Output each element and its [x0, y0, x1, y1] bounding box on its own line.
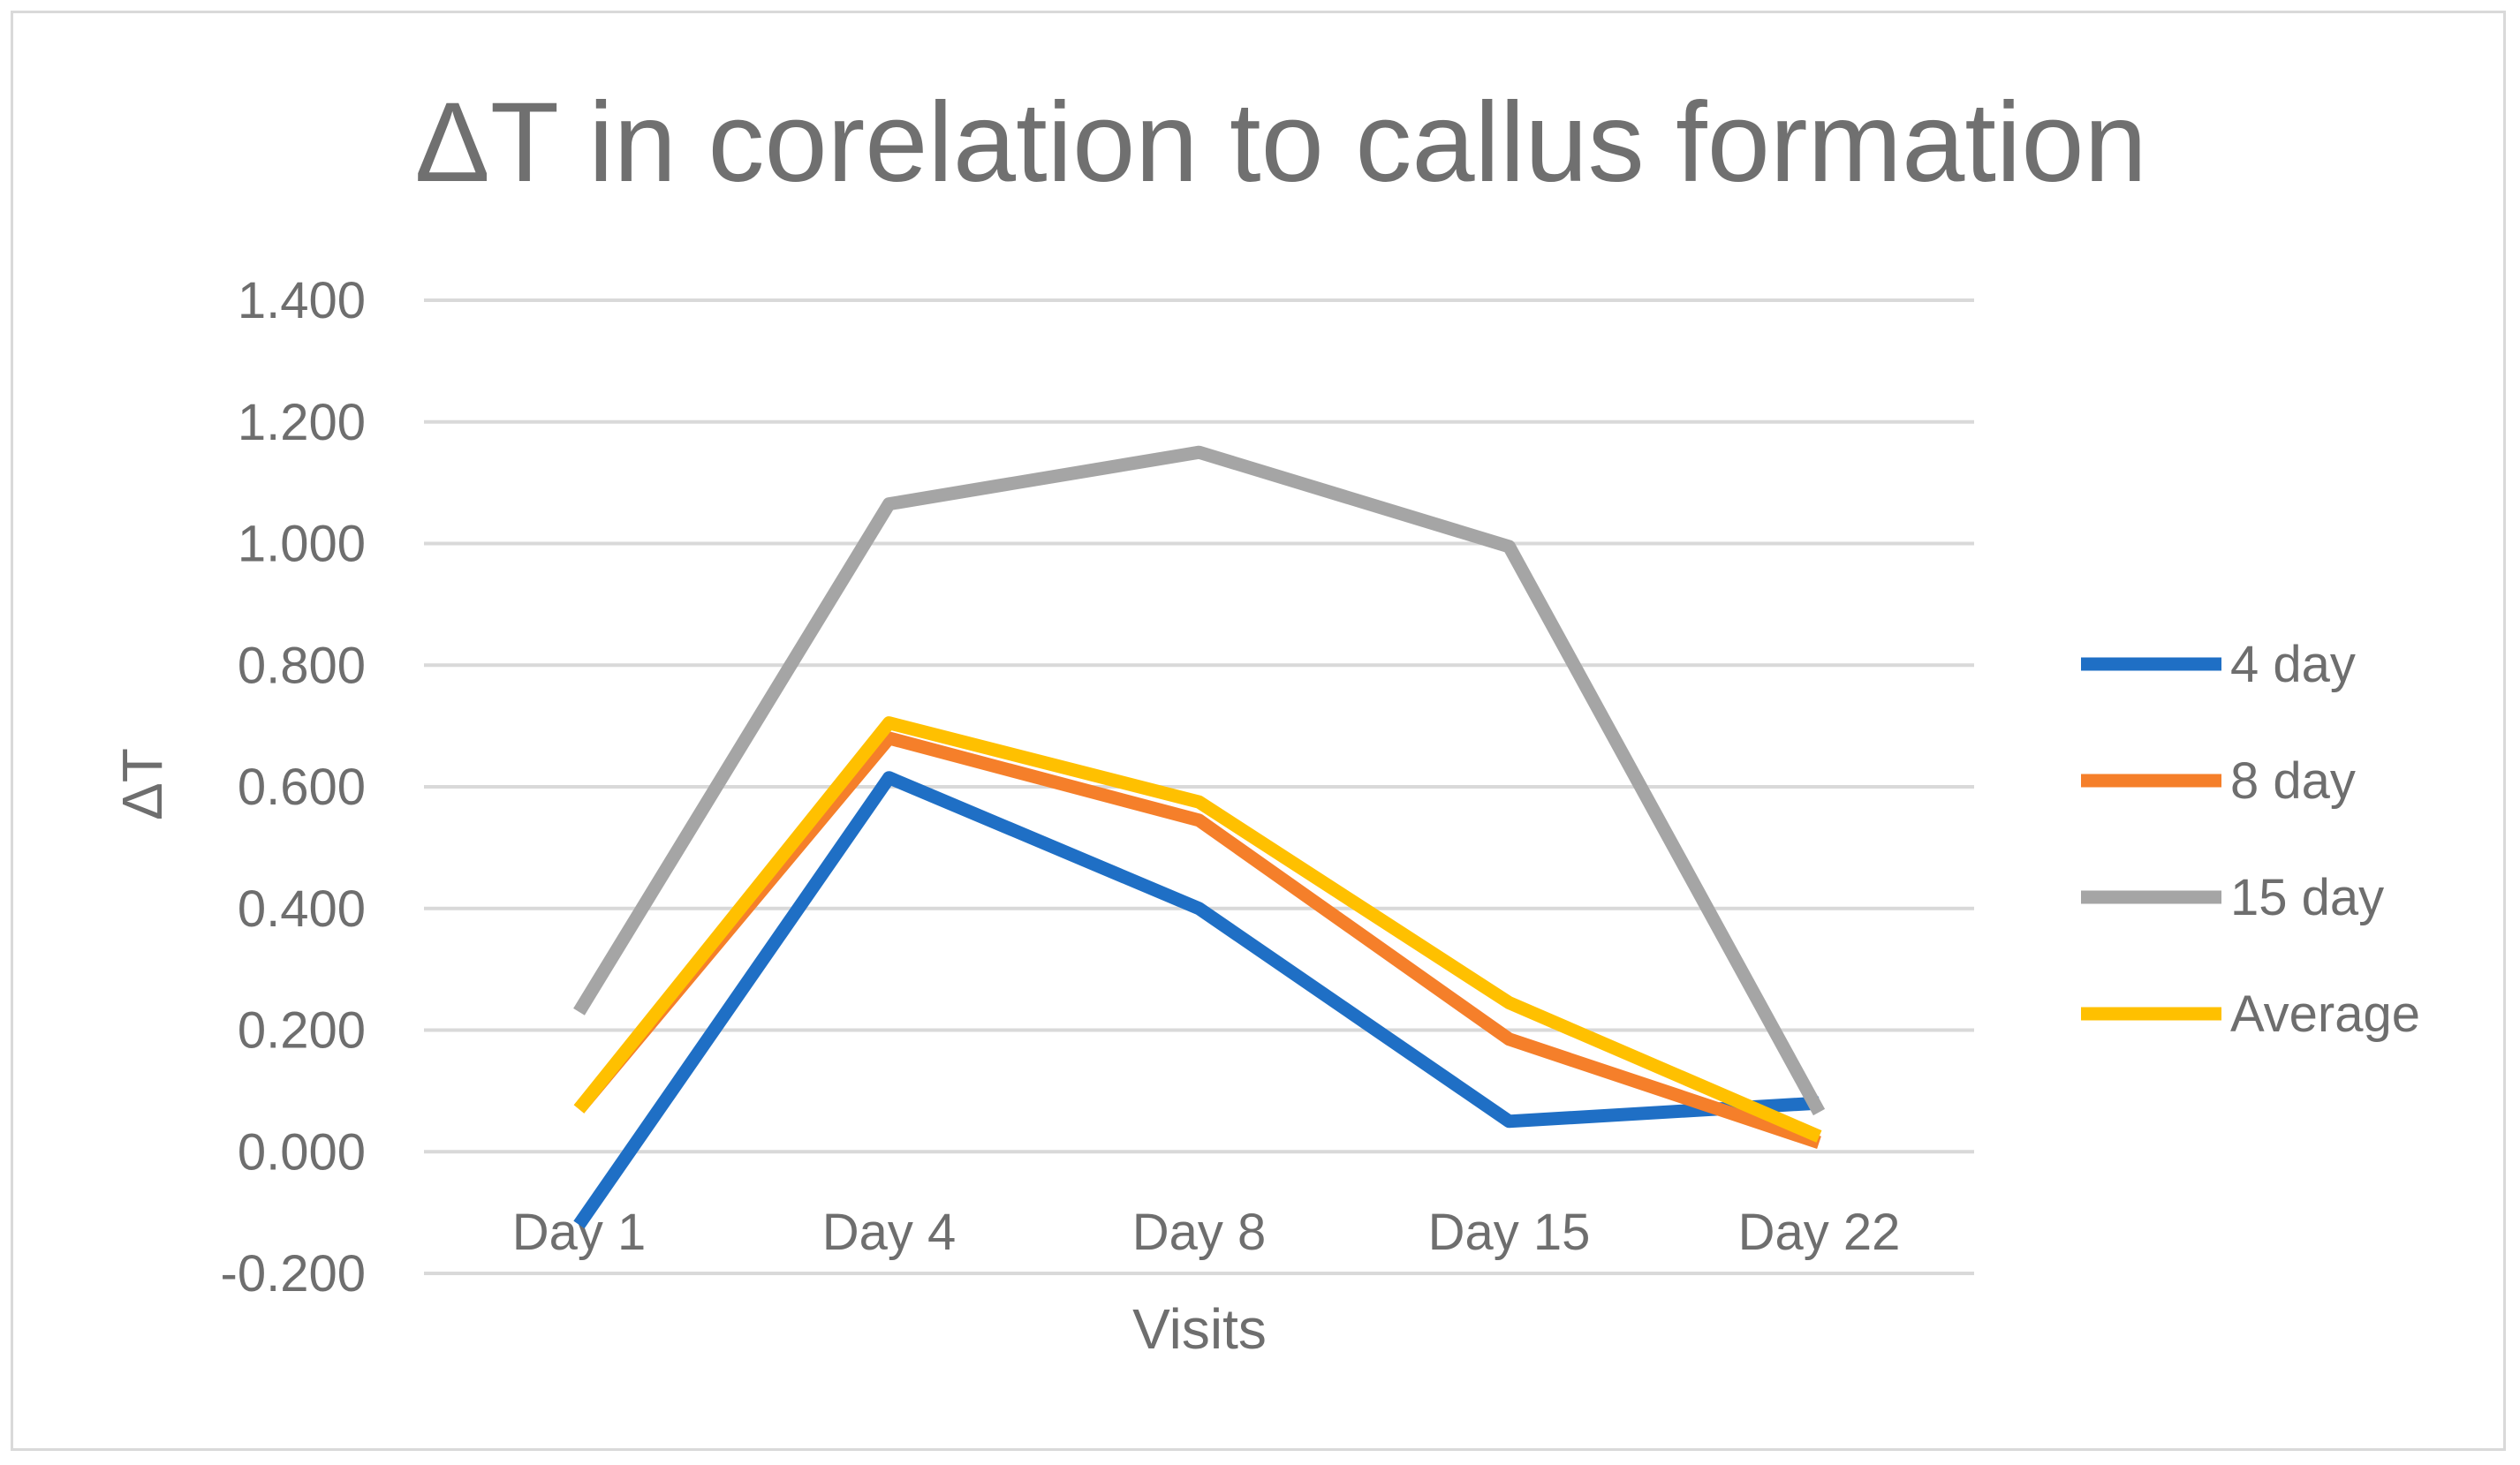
gridlines [424, 298, 1974, 1275]
x-tick-label: Day 22 [1738, 1204, 1901, 1261]
y-axis-ticks: -0.200 0.000 0.200 0.400 0.600 0.800 1.000 1.20… [221, 272, 366, 1303]
legend-label-8-day: 8 day [2230, 752, 2356, 810]
legend: 4 day 8 day 15 day Average [2081, 636, 2420, 1043]
y-tick-label: 0.000 [238, 1123, 366, 1181]
chart-title: ΔT in corelation to callus formation [414, 79, 2146, 206]
x-axis-ticks: Day 1 Day 4 Day 8 Day 15 Day 22 [512, 1204, 1901, 1261]
y-tick-label: 0.600 [238, 759, 366, 816]
x-tick-label: Day 8 [1132, 1204, 1267, 1261]
y-axis-title: ΔT [110, 748, 174, 820]
series-line-4-day [573, 771, 1820, 1229]
legend-label-average: Average [2230, 985, 2420, 1043]
legend-label-15-day: 15 day [2230, 869, 2384, 926]
y-tick-label: 0.400 [238, 880, 366, 938]
chart-frame [11, 11, 2506, 1451]
y-tick-label: 0.800 [238, 637, 366, 694]
x-tick-label: Day 1 [512, 1204, 647, 1261]
y-tick-label: 1.000 [238, 516, 366, 573]
x-tick-label: Day 15 [1428, 1204, 1591, 1261]
x-tick-label: Day 4 [822, 1204, 957, 1261]
y-tick-label: 1.200 [238, 394, 366, 451]
series-line-15-day [573, 445, 1826, 1116]
y-tick-label: 0.200 [238, 1002, 366, 1060]
legend-label-4-day: 4 day [2230, 636, 2356, 693]
y-tick-label: -0.200 [221, 1245, 366, 1303]
x-axis-title: Visits [1132, 1297, 1267, 1361]
series-line-average [573, 716, 1822, 1143]
series-lines [573, 445, 1826, 1229]
y-tick-label: 1.400 [238, 272, 366, 329]
